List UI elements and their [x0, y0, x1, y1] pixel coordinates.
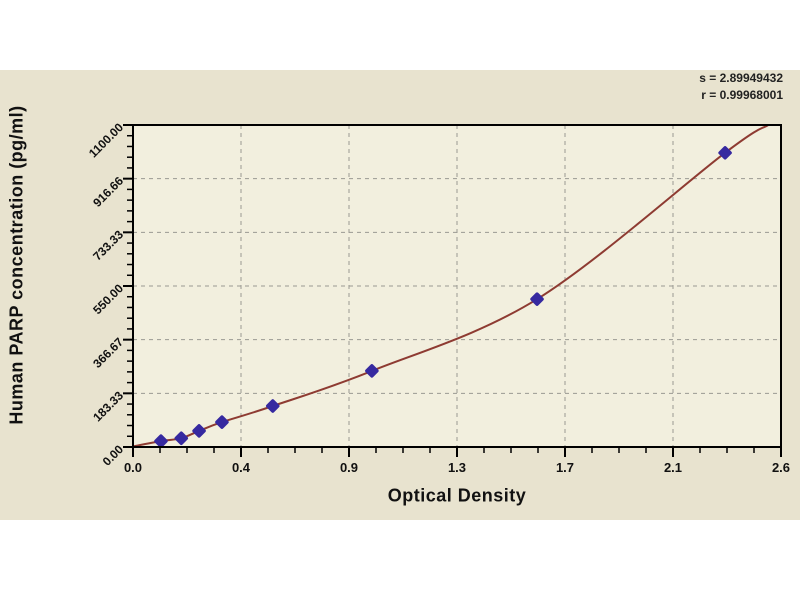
- data-point-marker: [718, 146, 732, 160]
- y-tick-label: 550.00: [90, 281, 126, 317]
- y-tick-label: 1100.00: [86, 120, 126, 160]
- x-tick-label: 1.3: [448, 460, 466, 475]
- data-point-marker: [215, 415, 229, 429]
- x-axis-title: Optical Density: [387, 485, 527, 506]
- y-tick-label: 733.33: [90, 227, 126, 263]
- x-tick-label: 1.7: [556, 460, 574, 475]
- y-tick-label: 183.33: [90, 388, 126, 424]
- x-tick-label: 0.0: [124, 460, 142, 475]
- x-tick-label: 0.9: [340, 460, 358, 475]
- y-axis-title: Human PARP concentration (pg/ml): [6, 105, 27, 425]
- fit-stat-r: r = 0.99968001: [701, 88, 783, 102]
- data-point-marker: [365, 364, 379, 378]
- y-tick-label: 0.00: [100, 442, 127, 469]
- x-tick-label: 0.4: [232, 460, 251, 475]
- x-tick-label: 2.1: [664, 460, 682, 475]
- x-tick-label: 2.6: [772, 460, 790, 475]
- plot-border: [132, 124, 782, 448]
- y-tick-label: 916.66: [90, 174, 126, 210]
- data-point-marker: [266, 399, 280, 413]
- y-tick-label: 366.67: [90, 335, 126, 371]
- data-point-marker: [154, 434, 168, 448]
- fit-stat-s: s = 2.89949432: [699, 71, 783, 85]
- data-point-marker: [192, 424, 206, 438]
- data-point-marker: [174, 431, 189, 445]
- fit-statistics: s = 2.89949432 r = 0.99968001: [699, 70, 783, 104]
- data-point-marker: [530, 292, 544, 306]
